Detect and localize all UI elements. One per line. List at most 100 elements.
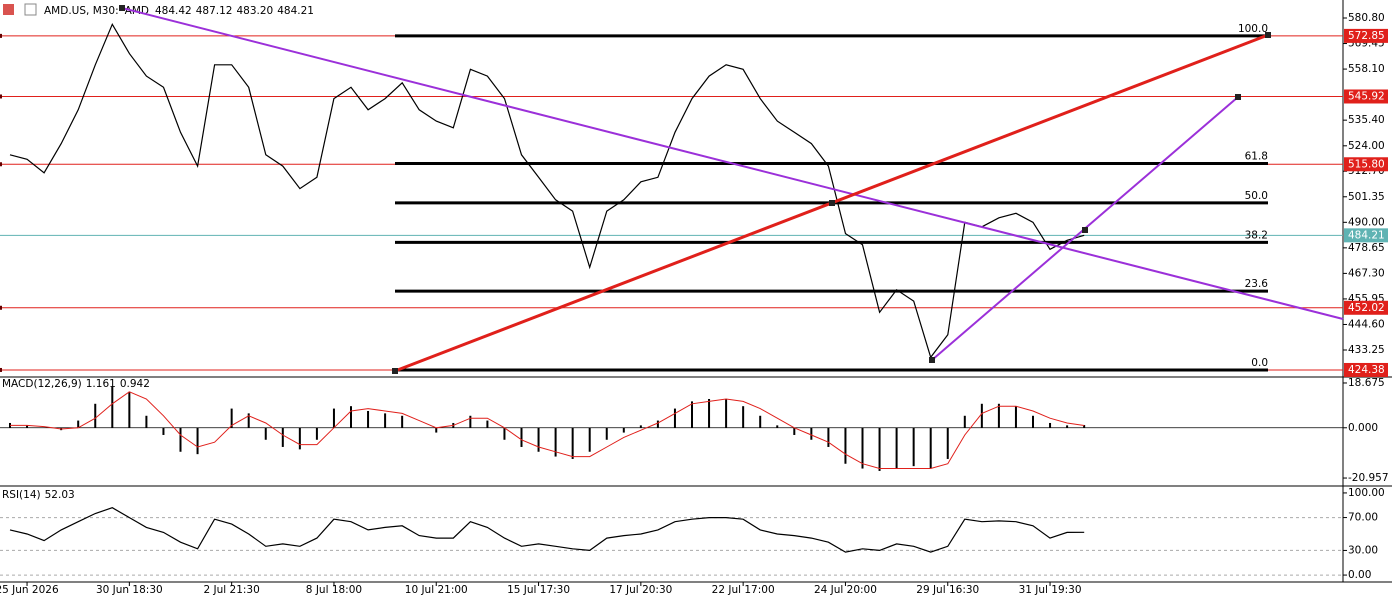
x-tick-label: 24 Jul 20:00 [814, 584, 877, 596]
level-anchor [0, 33, 2, 38]
macd-bar [810, 427, 813, 440]
y-tick-label: 18.675 [1348, 377, 1385, 389]
macd-bar [1066, 425, 1069, 428]
fib-label: 61.8 [1245, 151, 1268, 163]
drawn-objects [119, 5, 1344, 374]
macd-bar [367, 410, 370, 428]
ohlc-high: 487.12 [196, 5, 233, 17]
macd-bar [77, 420, 80, 428]
level-anchor [0, 94, 2, 99]
anchor [392, 368, 398, 374]
price-tag-label: 424.38 [1348, 364, 1385, 376]
period-icon [24, 3, 37, 16]
anchor [119, 5, 125, 11]
anchor [1082, 227, 1088, 233]
macd-bar [332, 408, 335, 428]
rsi-last: 52.03 [45, 489, 75, 501]
current-price-tag [1344, 228, 1388, 243]
price-tag [1344, 362, 1388, 377]
ohlc-low: 483.20 [236, 5, 273, 17]
y-tick-label: 501.35 [1348, 191, 1385, 203]
x-tick-label: 15 Jul 17:30 [507, 584, 570, 596]
macd-bar [793, 427, 796, 435]
y-tick-label: 70.00 [1348, 512, 1378, 524]
macd-bar [315, 427, 318, 440]
macd-bar [929, 427, 932, 469]
y-tick-label: 580.80 [1348, 12, 1385, 24]
macd-bar [435, 427, 438, 433]
macd-bar [912, 427, 915, 467]
signal-last: 0.942 [120, 378, 150, 390]
macd-bar [946, 427, 949, 459]
y-tick-label: 30.00 [1348, 544, 1378, 556]
macd-bar [384, 413, 387, 428]
macd-bar [247, 413, 250, 428]
price-line [9, 22, 1085, 359]
macd-bar [742, 406, 745, 428]
macd-bar [1049, 422, 1052, 428]
macd-bar [725, 398, 728, 428]
price-tag [1344, 89, 1388, 104]
x-tick-label: 31 Jul 19:30 [1019, 584, 1082, 596]
y-tick-label: 535.40 [1348, 114, 1385, 126]
macd-bar [1032, 415, 1034, 428]
trend-line [121, 7, 1344, 320]
x-tick-label: 22 Jul 17:00 [712, 584, 775, 596]
rsi-header: RSI(14) 52.03 [2, 489, 75, 501]
symbol-icon [3, 4, 14, 15]
macd-title: MACD(12,26,9) [2, 378, 82, 390]
anchor [1265, 32, 1271, 38]
price-tag [1344, 28, 1388, 43]
ohlc-open: 484.42 [155, 5, 192, 17]
rsi-title: RSI(14) [2, 489, 41, 501]
x-tick-label: 25 Jun 2026 [0, 584, 59, 596]
x-tick-label: 29 Jul 16:30 [916, 584, 979, 596]
x-tick-label: 10 Jul 21:00 [405, 584, 468, 596]
y-tick-label: 558.10 [1348, 63, 1385, 75]
macd-bar [162, 427, 165, 435]
y-tick-label: 467.30 [1348, 267, 1385, 279]
macd-bar [111, 386, 114, 428]
y-tick-label: 100.00 [1348, 487, 1385, 499]
level-anchor [0, 162, 2, 167]
y-tick-label: 524.00 [1348, 140, 1385, 152]
macd-bar [469, 415, 472, 428]
price-tag-label: 515.80 [1348, 158, 1385, 170]
macd-last: 1.161 [86, 378, 116, 390]
y-tick-label: 478.65 [1348, 242, 1385, 254]
fib-label: 50.0 [1245, 190, 1268, 202]
macd-bar [861, 427, 864, 469]
macd-bar [1014, 406, 1017, 428]
macd-bar [656, 420, 659, 428]
symbol-label: AMD.US, M30: [44, 5, 119, 17]
macd-bar [554, 427, 557, 457]
fib-label: 38.2 [1245, 229, 1268, 241]
macd-bar [128, 391, 131, 428]
macd-bar [350, 406, 352, 428]
macd-bar [196, 427, 199, 455]
price-tag-label: 452.02 [1348, 302, 1385, 314]
macd-bar [605, 427, 608, 440]
price-tag-label: 572.85 [1348, 30, 1385, 42]
y-tick-label: 433.25 [1348, 344, 1385, 356]
macd-bar [691, 401, 693, 428]
macd-bar [997, 403, 1000, 428]
signal-line [10, 391, 1085, 469]
macd-bar [895, 427, 898, 469]
price-tag [1344, 300, 1388, 315]
x-tick-label: 17 Jul 20:30 [609, 584, 672, 596]
y-tick-label: 0.000 [1348, 422, 1378, 434]
x-tick-label: 8 Jul 18:00 [306, 584, 362, 596]
macd-bar [571, 427, 574, 459]
macd-bar [759, 415, 762, 428]
macd-header: MACD(12,26,9) 1.161 0.942 [2, 378, 150, 390]
fib-label: 100.0 [1238, 23, 1268, 35]
fib-label: 0.0 [1251, 357, 1268, 369]
level-anchor [0, 367, 2, 372]
macd-bar [673, 408, 676, 428]
macd-bar [827, 427, 830, 447]
macd-bar [980, 403, 983, 428]
macd-bar [588, 427, 591, 452]
y-tick-label: -20.957 [1348, 472, 1389, 484]
